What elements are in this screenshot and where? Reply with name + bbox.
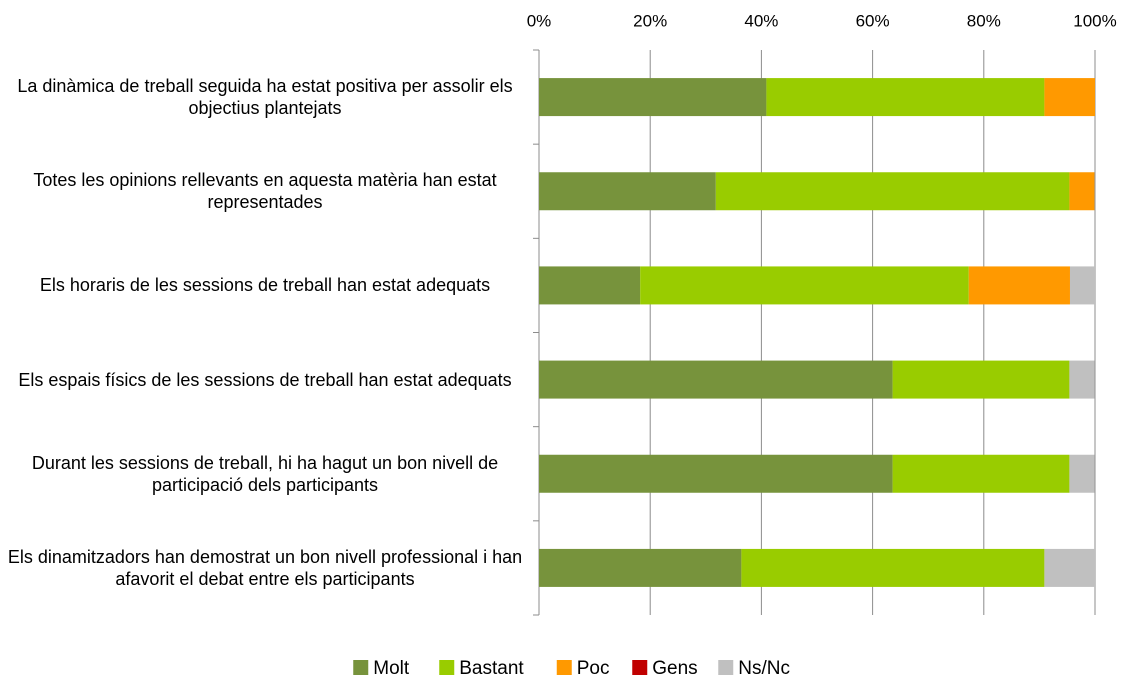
bar-segment: [539, 266, 641, 305]
bar-segment: [968, 266, 1070, 305]
legend-swatch: [632, 660, 648, 675]
bar-segment: [539, 360, 893, 399]
bar-segment: [715, 172, 1070, 211]
bar-segment: [1069, 454, 1095, 493]
legend-label: Poc: [577, 658, 610, 679]
bar-segment: [1069, 266, 1095, 305]
x-tick-label: 20%: [633, 11, 667, 30]
legend-swatch: [718, 660, 734, 675]
y-tick-label: Els dinamitzadors han demostrat un bon n…: [7, 546, 523, 589]
bar-segment: [539, 548, 742, 587]
bar-segment: [766, 78, 1045, 117]
bar-segment: [539, 454, 893, 493]
bar-segment: [640, 266, 969, 305]
bar-segment: [539, 78, 767, 117]
bar-segment: [892, 360, 1070, 399]
legend-swatch: [556, 660, 572, 675]
x-tick-label: 0%: [527, 11, 552, 30]
legend-swatch: [353, 660, 369, 675]
legend-label: Ns/Nc: [738, 658, 790, 679]
x-tick-label: 100%: [1073, 11, 1116, 30]
legend-label: Molt: [373, 658, 410, 679]
x-tick-label: 60%: [856, 11, 890, 30]
bar-segment: [539, 172, 716, 211]
y-tick-label: Els horaris de les sessions de treball h…: [39, 275, 491, 296]
legend-swatch: [439, 660, 455, 675]
bar-segment: [1069, 172, 1095, 211]
legend-label: Gens: [652, 658, 697, 679]
bar-segment: [892, 454, 1070, 493]
bar-segment: [1069, 360, 1095, 399]
bar-segment: [741, 548, 1045, 587]
y-tick-label: Totes les opinions rellevants en aquesta…: [33, 170, 497, 213]
bar-segment: [1044, 78, 1095, 117]
x-tick-label: 40%: [744, 11, 778, 30]
x-tick-label: 80%: [967, 11, 1001, 30]
bar-segment: [1044, 548, 1095, 587]
y-tick-label: Els espais físics de les sessions de tre…: [18, 369, 512, 390]
y-tick-label: La dinàmica de treball seguida ha estat …: [17, 76, 513, 119]
y-tick-label: Durant les sessions de treball, hi ha ha…: [31, 452, 499, 495]
legend-label: Bastant: [459, 658, 524, 679]
